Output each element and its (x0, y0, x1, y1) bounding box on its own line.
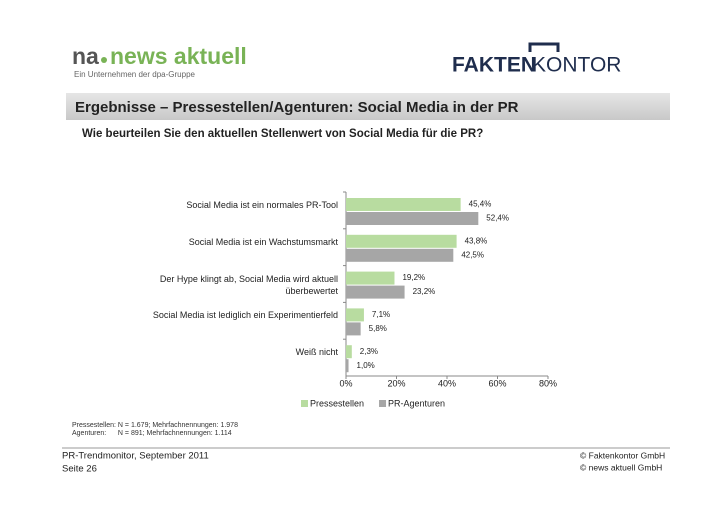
category-label: Social Media ist lediglich ein Experimen… (152, 310, 338, 321)
value-label: 23,2% (413, 287, 436, 296)
category-label: Der Hype klingt ab, Social Media wird ak… (159, 273, 338, 296)
logo-left-a: na (72, 43, 99, 69)
logo-left-sub: Ein Unternehmen der dpa-Gruppe (74, 70, 196, 79)
heading: Ergebnisse – Pressestellen/Agenturen: So… (75, 99, 519, 116)
footer-right: © Faktenkontor GmbH (580, 450, 665, 460)
note: Agenturen: N = 891; Mehrfachnennungen: 1… (72, 430, 232, 437)
value-label: 7,1% (372, 310, 390, 319)
value-label: 52,4% (486, 214, 509, 223)
value-label: 43,8% (465, 236, 488, 245)
x-tick-label: 80% (539, 378, 557, 388)
footer-left: PR-Trendmonitor, September 2011 (62, 451, 209, 462)
legend-label: PR-Agenturen (388, 398, 445, 408)
category-label: Der Hype klingt ab, Social Media wird ak… (159, 273, 338, 296)
x-tick-label: 20% (387, 378, 405, 388)
legend-label: Pressestellen (310, 398, 364, 408)
footer-left: Seite 26 (62, 464, 97, 475)
value-label: 42,5% (461, 250, 484, 259)
heading-band (66, 93, 670, 120)
bar (346, 285, 405, 299)
bar (346, 345, 352, 359)
legend-swatch (379, 400, 387, 407)
question: Wie beurteilen Sie den aktuellen Stellen… (82, 128, 483, 140)
logo-right-b: KONTOR (532, 54, 621, 77)
value-label: 45,4% (469, 200, 492, 209)
category-label: Weiß nicht (295, 347, 338, 358)
category-label: Social Media ist ein Wachstumsmarkt (188, 236, 338, 247)
footer-right: © news aktuell GmbH (580, 462, 662, 472)
x-tick-label: 0% (339, 378, 352, 388)
bar (346, 271, 395, 285)
logo-dot (101, 57, 107, 63)
value-label: 1,0% (357, 361, 375, 370)
bar (346, 198, 461, 211)
value-label: 5,8% (369, 324, 387, 333)
bar (346, 212, 479, 225)
bar (346, 322, 361, 336)
legend-swatch (301, 400, 308, 407)
category-label: Social Media ist lediglich ein Experimen… (152, 310, 338, 321)
category-label: Social Media ist ein Wachstumsmarkt (188, 236, 338, 247)
bar (346, 248, 454, 262)
bar (346, 234, 457, 248)
x-tick-label: 60% (488, 378, 506, 388)
value-label: 19,2% (402, 273, 425, 282)
bar (346, 308, 364, 322)
category-label: Weiß nicht (295, 347, 338, 358)
logo-right-a: FAKTEN (452, 54, 536, 77)
x-tick-label: 40% (438, 378, 456, 388)
value-label: 2,3% (360, 347, 378, 356)
bar (346, 359, 349, 373)
logo-left-b: news aktuell (110, 43, 247, 69)
category-label: Social Media ist ein normales PR-Tool (186, 200, 338, 210)
logo-bracket (528, 42, 560, 52)
note: Pressestellen: N = 1.679; Mehrfachnennun… (72, 422, 238, 429)
category-label: Social Media ist ein normales PR-Tool (186, 200, 338, 210)
